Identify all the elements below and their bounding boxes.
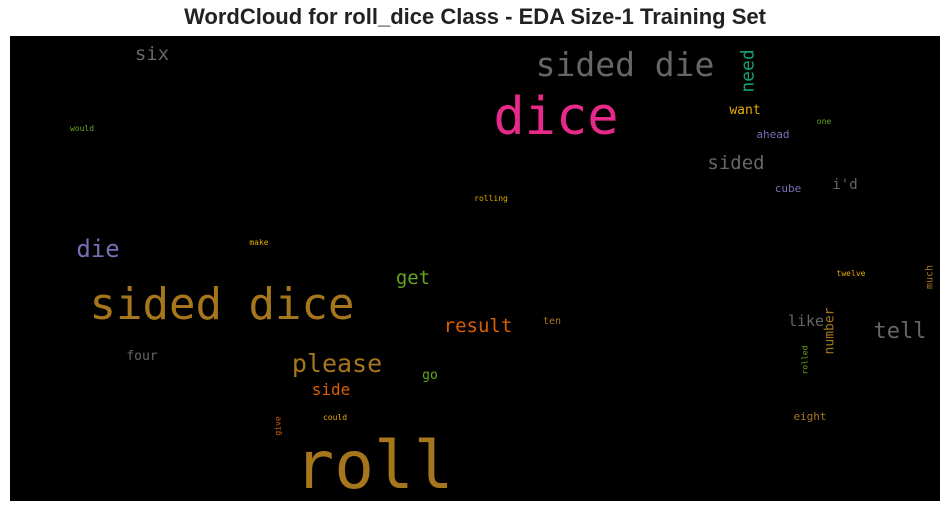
word-get: get	[396, 267, 430, 289]
word-sided: sided	[707, 152, 764, 174]
chart-title: WordCloud for roll_dice Class - EDA Size…	[0, 4, 950, 30]
word-ahead: ahead	[756, 128, 789, 141]
wordcloud-svg: roll dice sided dice sided die please die tell…	[10, 36, 940, 501]
word-eight: eight	[793, 410, 826, 423]
word-number: number	[823, 307, 838, 354]
word-die: die	[76, 235, 119, 263]
word-want: want	[729, 103, 760, 118]
word-ten: ten	[543, 316, 561, 327]
word-like: like	[788, 312, 824, 330]
word-six: six	[135, 43, 169, 65]
word-would: would	[70, 124, 94, 133]
word-please: please	[292, 349, 382, 378]
word-one: one	[817, 117, 832, 126]
word-tell: tell	[874, 319, 927, 344]
word-twelve: twelve	[837, 269, 866, 278]
word-cube: cube	[775, 182, 802, 195]
word-i-d: i'd	[832, 177, 857, 193]
word-sided-dice: sided dice	[90, 279, 355, 330]
word-give: give	[274, 416, 283, 435]
wordcloud-canvas: roll dice sided dice sided die please die tell…	[10, 36, 940, 501]
word-dice: dice	[493, 87, 618, 147]
word-go: go	[422, 368, 438, 383]
word-roll: roll	[295, 427, 454, 501]
word-side: side	[312, 380, 351, 399]
word-make: make	[249, 238, 268, 247]
word-four: four	[126, 349, 157, 364]
word-much: much	[925, 265, 936, 289]
word-result: result	[444, 315, 513, 337]
word-rolling: rolling	[474, 194, 508, 203]
word-could: could	[323, 413, 347, 422]
word-sided-die: sided die	[536, 45, 715, 84]
word-rolled: rolled	[801, 345, 810, 374]
word-need: need	[738, 49, 759, 92]
